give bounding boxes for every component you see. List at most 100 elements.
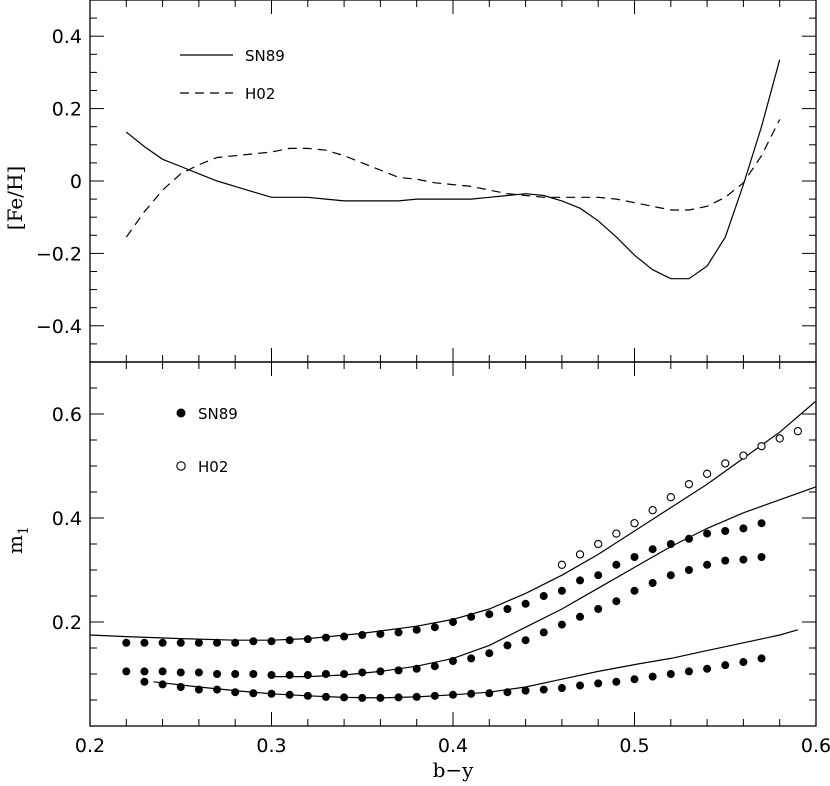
data-point-sn89 (630, 553, 639, 561)
m1-axis-label-main: m (3, 535, 27, 554)
legend-marker-sn89 (176, 408, 186, 418)
data-point-sn89 (376, 667, 385, 676)
data-point-sn89 (594, 571, 603, 580)
data-point-sn89 (449, 690, 457, 699)
data-point-sn89 (503, 641, 512, 650)
data-point-sn89 (213, 638, 222, 647)
data-point-sn89 (213, 685, 222, 694)
data-point-sn89 (739, 524, 748, 533)
data-point-sn89 (648, 672, 657, 681)
data-point-sn89 (267, 689, 276, 698)
x-tick-label: 0.6 (801, 735, 830, 757)
data-point-sn89 (485, 689, 494, 698)
data-point-sn89 (267, 637, 276, 646)
data-point-sn89 (703, 560, 712, 569)
data-point-h02 (594, 539, 603, 549)
data-point-sn89 (358, 668, 367, 677)
data-point-sn89 (158, 667, 167, 676)
data-point-sn89 (467, 654, 476, 663)
data-point-sn89 (285, 636, 294, 645)
data-point-sn89 (122, 638, 131, 647)
data-point-sn89 (176, 668, 185, 677)
data-point-h02 (648, 506, 657, 515)
x-axis-label: b−y (433, 758, 475, 782)
data-point-sn89 (249, 670, 258, 678)
data-point-sn89 (557, 586, 566, 595)
data-point-sn89 (630, 586, 639, 595)
m1-axis-label-subscript: 1 (16, 526, 32, 535)
legend-marker-h02 (176, 461, 186, 471)
y-tick-label: 0.2 (52, 612, 82, 634)
data-point-h02 (757, 442, 766, 451)
data-point-sn89 (721, 556, 730, 565)
data-point-sn89 (703, 529, 712, 538)
data-point-sn89 (576, 681, 585, 690)
m1-panel: 0.2 0.3 0.4 0.5 0.6 0.2 0.4 0.6 SN89 H02 (52, 361, 830, 757)
data-point-sn89 (521, 686, 530, 695)
data-point-sn89 (684, 667, 693, 676)
data-point-sn89 (321, 692, 330, 701)
data-point-sn89 (739, 658, 748, 667)
data-point-sn89 (684, 566, 693, 574)
data-point-sn89 (140, 677, 149, 686)
data-point-sn89 (140, 638, 149, 647)
y-tick-label: 0.2 (52, 99, 82, 121)
data-point-sn89 (757, 654, 766, 663)
data-point-sn89 (539, 685, 548, 694)
data-point-sn89 (576, 576, 585, 585)
data-point-sn89 (612, 597, 621, 606)
data-point-sn89 (757, 519, 766, 528)
data-point-sn89 (394, 693, 403, 702)
data-point-sn89 (376, 693, 385, 702)
data-point-sn89 (394, 666, 403, 675)
data-point-sn89 (703, 664, 712, 673)
y-tick-label: 0.4 (52, 508, 82, 530)
data-point-sn89 (485, 610, 494, 619)
data-point-sn89 (321, 670, 330, 678)
data-point-sn89 (594, 605, 603, 613)
series-line-sn89 (125, 59, 781, 280)
data-point-h02 (793, 427, 802, 436)
data-point-sn89 (176, 683, 185, 691)
x-tick-label: 0.4 (438, 735, 468, 757)
data-point-sn89 (340, 693, 349, 702)
feh-axis-label: [Fe/H] (3, 166, 27, 230)
data-point-sn89 (231, 688, 240, 697)
data-point-sn89 (430, 691, 439, 700)
data-point-sn89 (630, 675, 639, 684)
data-point-sn89 (648, 545, 657, 554)
data-point-sn89 (503, 605, 512, 613)
data-point-sn89 (267, 671, 276, 680)
data-point-sn89 (321, 633, 330, 642)
data-point-sn89 (521, 636, 530, 645)
data-point-h02 (557, 560, 567, 569)
x-tick-label: 0.5 (619, 735, 649, 757)
data-point-sn89 (158, 680, 167, 689)
data-point-sn89 (158, 638, 167, 647)
data-point-sn89 (521, 599, 530, 608)
data-point-sn89 (721, 661, 730, 670)
y-tick-label: 0 (70, 171, 82, 193)
data-point-h02 (702, 469, 712, 478)
data-point-h02 (666, 493, 675, 502)
data-point-sn89 (757, 553, 766, 561)
y-tick-label: −0.4 (36, 316, 82, 338)
x-tick-label: 0.2 (75, 735, 105, 757)
data-point-sn89 (194, 638, 203, 647)
data-point-sn89 (721, 527, 730, 535)
data-point-h02 (630, 519, 639, 528)
data-point-h02 (575, 550, 585, 559)
data-point-sn89 (303, 671, 312, 680)
data-point-sn89 (557, 620, 566, 629)
data-point-sn89 (231, 670, 240, 678)
series-line-h02 (125, 119, 781, 238)
data-point-sn89 (666, 571, 675, 580)
feh-panel-frame (89, 0, 817, 363)
data-point-sn89 (376, 629, 385, 638)
legend-label-h02: H02 (198, 458, 228, 476)
data-point-sn89 (539, 628, 548, 637)
data-point-sn89 (358, 631, 367, 639)
data-point-sn89 (358, 693, 367, 702)
y-tick-label: −0.2 (36, 243, 82, 265)
